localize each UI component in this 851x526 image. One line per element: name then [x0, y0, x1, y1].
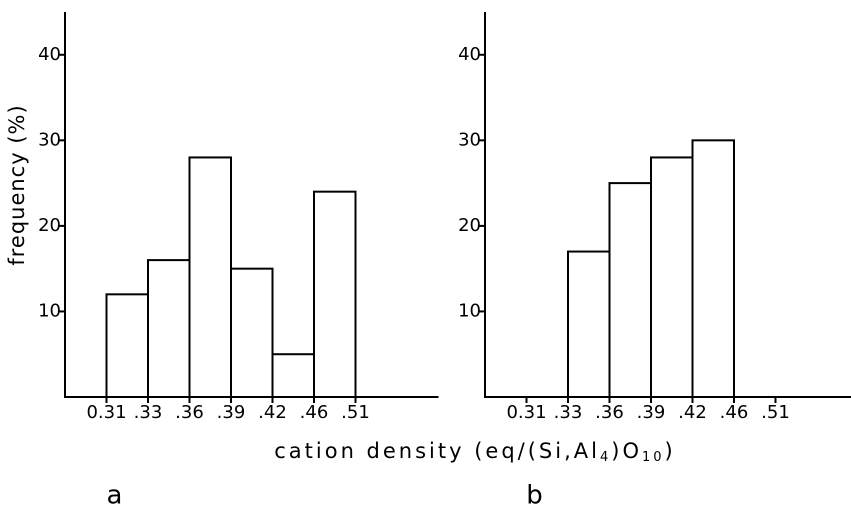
- y-tick-label: 30: [38, 129, 61, 150]
- y-tick-label: 10: [458, 300, 481, 321]
- x-tick-label: .36: [175, 402, 204, 423]
- x-tick-label: .46: [720, 402, 749, 423]
- panel-label: b: [526, 481, 543, 511]
- x-tick-label: .36: [595, 402, 624, 423]
- x-tick-label: .51: [341, 402, 370, 423]
- bar: [313, 190, 357, 398]
- x-label-mid: )O: [611, 439, 642, 463]
- y-tick-label: 20: [38, 215, 61, 236]
- x-tick-label: .39: [217, 402, 246, 423]
- x-label-main: cation density (eq/(Si,Al: [274, 439, 600, 463]
- bar: [608, 182, 652, 398]
- x-tick-label: .51: [761, 402, 790, 423]
- axes: [484, 12, 851, 398]
- x-label-end: ): [665, 439, 676, 463]
- y-tick-label: 40: [458, 44, 481, 65]
- x-axis-label: cation density (eq/(Si,Al4)O10): [274, 439, 676, 465]
- axes: [64, 12, 439, 398]
- x-label-sub: 4: [600, 450, 611, 465]
- bar: [271, 353, 315, 399]
- y-tick-label: 30: [458, 129, 481, 150]
- x-tick-label: .33: [554, 402, 583, 423]
- x-label-sub: 10: [642, 450, 665, 465]
- panel-label: a: [107, 481, 123, 511]
- x-tick-label: .42: [258, 402, 287, 423]
- bar: [567, 250, 611, 398]
- y-tick-label: 10: [38, 300, 61, 321]
- y-tick-label: 20: [458, 215, 481, 236]
- x-tick-label: .46: [300, 402, 329, 423]
- y-axis-label: frequency (%): [5, 104, 29, 265]
- x-tick-label: .42: [678, 402, 707, 423]
- bar: [147, 259, 191, 398]
- bar: [188, 156, 232, 398]
- bar: [650, 156, 694, 398]
- x-tick-label: 0.31: [86, 402, 126, 423]
- bar: [691, 139, 735, 398]
- y-tick-label: 40: [38, 44, 61, 65]
- x-tick-label: .33: [134, 402, 163, 423]
- bar: [230, 267, 274, 398]
- x-tick-label: 0.31: [506, 402, 546, 423]
- x-tick-label: .39: [637, 402, 666, 423]
- bar: [105, 293, 149, 399]
